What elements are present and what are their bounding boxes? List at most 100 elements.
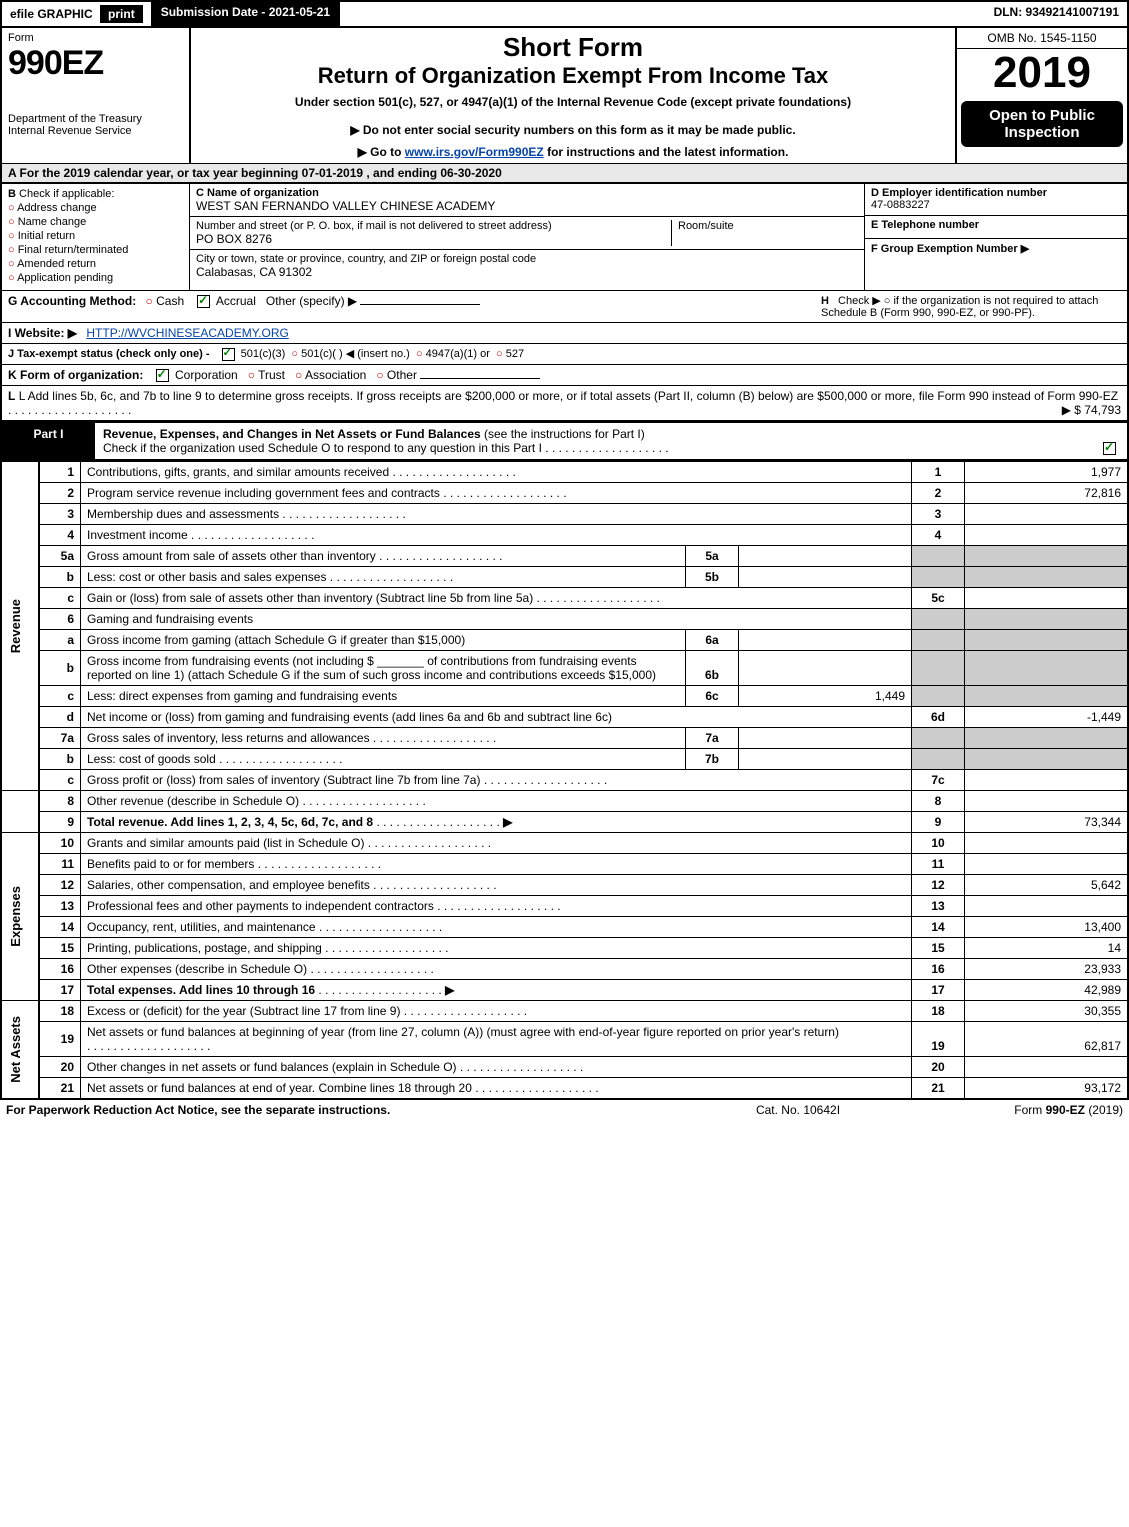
- website-link[interactable]: HTTP://WVCHINESEACADEMY.ORG: [86, 326, 288, 340]
- ln-16-ref: 16: [912, 959, 965, 980]
- footer-form-num: 990-EZ: [1046, 1103, 1085, 1117]
- row-g: G Accounting Method: ○ Cash Accrual Othe…: [8, 294, 821, 308]
- ln-16-text: Other expenses (describe in Schedule O): [87, 962, 307, 976]
- g-other[interactable]: Other (specify) ▶: [266, 294, 357, 308]
- ln-10-text: Grants and similar amounts paid (list in…: [87, 836, 364, 850]
- shade-cell: [912, 609, 965, 630]
- org-name-value: WEST SAN FERNANDO VALLEY CHINESE ACADEMY: [196, 199, 495, 213]
- org-name-cell: C Name of organization WEST SAN FERNANDO…: [190, 184, 864, 217]
- open-public-badge: Open to Public Inspection: [961, 101, 1123, 147]
- ln-2-desc: Program service revenue including govern…: [81, 483, 912, 504]
- go-to-line: ▶ Go to www.irs.gov/Form990EZ for instru…: [201, 145, 945, 159]
- dots-icon: [322, 941, 449, 955]
- row-i: I Website: ▶ HTTP://WVCHINESEACADEMY.ORG: [0, 322, 1129, 343]
- chk-accrual[interactable]: [197, 295, 210, 308]
- section-a-tax-year: A For the 2019 calendar year, or tax yea…: [0, 163, 1129, 184]
- ln-7b-num: b: [39, 749, 81, 770]
- line-6a: a Gross income from gaming (attach Sched…: [1, 630, 1128, 651]
- ln-16-num: 16: [39, 959, 81, 980]
- efile-text: efile GRAPHIC: [10, 7, 93, 21]
- ln-10-num: 10: [39, 833, 81, 854]
- dots-icon: [457, 1060, 584, 1074]
- ln-1-text: Contributions, gifts, grants, and simila…: [87, 465, 389, 479]
- ln-18-val: 30,355: [965, 1001, 1129, 1022]
- header-right: OMB No. 1545-1150 2019 Open to Public In…: [955, 28, 1127, 163]
- shade-cell: [965, 567, 1129, 588]
- j-527[interactable]: 527: [506, 348, 524, 360]
- dots-icon: [299, 794, 426, 808]
- ln-5a-num: 5a: [39, 546, 81, 567]
- chk-amended-return[interactable]: Amended return: [8, 258, 183, 270]
- ln-1-num: 1: [39, 462, 81, 483]
- ln-3-ref: 3: [912, 504, 965, 525]
- ln-11-val: [965, 854, 1129, 875]
- j-4947[interactable]: 4947(a)(1) or: [426, 348, 490, 360]
- print-button[interactable]: print: [100, 5, 143, 23]
- line-19: 19 Net assets or fund balances at beginn…: [1, 1022, 1128, 1057]
- dots-icon: [373, 815, 500, 829]
- ln-6a-num: a: [39, 630, 81, 651]
- ln-6d-num: d: [39, 707, 81, 728]
- ln-14-ref: 14: [912, 917, 965, 938]
- chk-corporation[interactable]: [156, 369, 169, 382]
- ln-6a-subval: [739, 630, 912, 651]
- h-text: Check ▶ ○ if the organization is not req…: [821, 295, 1098, 319]
- shade-cell: [912, 567, 965, 588]
- ln-6d-ref: 6d: [912, 707, 965, 728]
- ein-value: 47-0883227: [871, 199, 1121, 211]
- radio-icon: ○: [496, 348, 503, 360]
- ln-14-num: 14: [39, 917, 81, 938]
- ln-17-text: Total expenses. Add lines 10 through 16: [87, 983, 315, 997]
- l-text: L Add lines 5b, 6c, and 7b to line 9 to …: [19, 389, 1118, 403]
- street-cell: Number and street (or P. O. box, if mail…: [190, 217, 864, 250]
- dots-icon: [364, 836, 491, 850]
- ln-13-ref: 13: [912, 896, 965, 917]
- ln-6b-text: Gross income from fundraising events (no…: [87, 654, 656, 682]
- ln-21-ref: 21: [912, 1078, 965, 1100]
- ein-label: D Employer identification number: [871, 187, 1121, 199]
- chk-name-change[interactable]: Name change: [8, 216, 183, 228]
- ln-19-val: 62,817: [965, 1022, 1129, 1057]
- arrow-icon: [500, 815, 513, 829]
- ln-5b-text: Less: cost or other basis and sales expe…: [87, 570, 326, 584]
- line-5b: b Less: cost or other basis and sales ex…: [1, 567, 1128, 588]
- line-10: Expenses 10 Grants and similar amounts p…: [1, 833, 1128, 854]
- chk-application-pending[interactable]: Application pending: [8, 272, 183, 284]
- g-cash[interactable]: Cash: [156, 294, 184, 308]
- ln-6-text: Gaming and fundraising events: [87, 612, 253, 626]
- ln-5a-subval: [739, 546, 912, 567]
- dots-icon: [254, 857, 381, 871]
- chk-address-change[interactable]: Address change: [8, 202, 183, 214]
- dots-icon: [370, 878, 497, 892]
- ln-17-ref: 17: [912, 980, 965, 1001]
- city-value: Calabasas, CA 91302: [196, 265, 312, 279]
- line-15: 15 Printing, publications, postage, and …: [1, 938, 1128, 959]
- chk-final-return[interactable]: Final return/terminated: [8, 244, 183, 256]
- ln-4-num: 4: [39, 525, 81, 546]
- shade-cell: [912, 651, 965, 686]
- k-trust[interactable]: Trust: [258, 368, 285, 382]
- part1-title: Revenue, Expenses, and Changes in Net As…: [103, 427, 481, 441]
- ln-5b-subval: [739, 567, 912, 588]
- dept-irs: Internal Revenue Service: [8, 125, 183, 137]
- part1-title-block: Revenue, Expenses, and Changes in Net As…: [95, 423, 1127, 459]
- group-exemption-label: F Group Exemption Number ▶: [865, 238, 1127, 287]
- k-assoc[interactable]: Association: [305, 368, 366, 382]
- k-other[interactable]: Other: [387, 368, 417, 382]
- chk-schedule-o[interactable]: [1103, 442, 1116, 455]
- line-1: Revenue 1 Contributions, gifts, grants, …: [1, 462, 1128, 483]
- ln-9-text: Total revenue. Add lines 1, 2, 3, 4, 5c,…: [87, 815, 373, 829]
- goto-link[interactable]: www.irs.gov/Form990EZ: [405, 145, 544, 159]
- ln-15-ref: 15: [912, 938, 965, 959]
- ln-5c-text: Gain or (loss) from sale of assets other…: [87, 591, 533, 605]
- ln-11-text: Benefits paid to or for members: [87, 857, 254, 871]
- line-14: 14 Occupancy, rent, utilities, and maint…: [1, 917, 1128, 938]
- ln-21-text: Net assets or fund balances at end of ye…: [87, 1081, 472, 1095]
- page-footer: For Paperwork Reduction Act Notice, see …: [0, 1100, 1129, 1120]
- ln-4-text: Investment income: [87, 528, 188, 542]
- city-cell: City or town, state or province, country…: [190, 250, 864, 282]
- j-501c[interactable]: 501(c)( ) ◀ (insert no.): [301, 348, 410, 360]
- ln-6d-text: Net income or (loss) from gaming and fun…: [87, 710, 612, 724]
- chk-501c3[interactable]: [222, 348, 235, 361]
- chk-initial-return[interactable]: Initial return: [8, 230, 183, 242]
